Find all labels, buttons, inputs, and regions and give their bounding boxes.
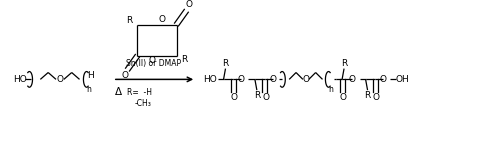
Text: O: O xyxy=(186,0,193,9)
Text: n: n xyxy=(328,85,333,94)
Text: Sn(II) or DMAP: Sn(II) or DMAP xyxy=(126,59,181,68)
Text: R: R xyxy=(364,91,370,100)
Text: O: O xyxy=(269,75,276,84)
Text: O: O xyxy=(121,71,128,80)
Text: R: R xyxy=(181,55,188,64)
Text: R: R xyxy=(254,91,260,100)
Text: H: H xyxy=(87,71,94,80)
Text: O: O xyxy=(231,93,238,102)
Text: R: R xyxy=(341,59,347,68)
Text: O: O xyxy=(158,15,166,24)
Text: O: O xyxy=(56,75,64,84)
Text: O: O xyxy=(262,93,269,102)
Text: O: O xyxy=(148,56,156,65)
Text: R: R xyxy=(126,16,132,25)
Text: O: O xyxy=(348,75,356,84)
Text: O: O xyxy=(302,75,310,84)
Text: O: O xyxy=(340,93,346,102)
Text: HO: HO xyxy=(203,75,216,84)
Text: O: O xyxy=(373,93,380,102)
Text: Δ: Δ xyxy=(115,87,122,97)
Text: HO: HO xyxy=(13,75,26,84)
Text: -CH₃: -CH₃ xyxy=(134,99,152,108)
Text: OH: OH xyxy=(396,75,409,84)
Text: O: O xyxy=(380,75,386,84)
Text: R: R xyxy=(222,59,228,68)
Text: n: n xyxy=(86,85,91,94)
Text: O: O xyxy=(238,75,244,84)
Text: R=  -H: R= -H xyxy=(126,88,152,97)
